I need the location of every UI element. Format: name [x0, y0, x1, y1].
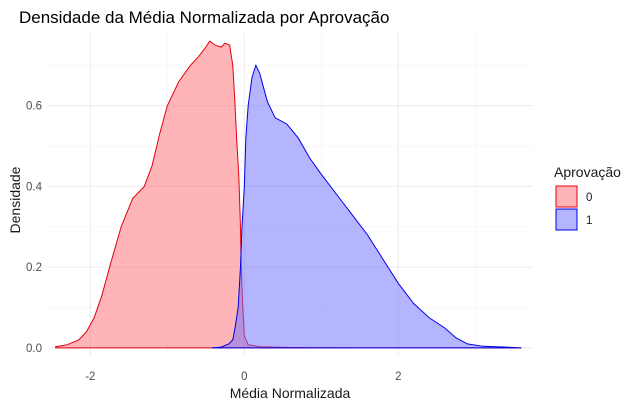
density-areas [55, 40, 522, 349]
y-tick-labels: 0.0 0.2 0.4 0.6 [26, 101, 43, 355]
legend-label-0: 0 [586, 192, 592, 204]
y-axis-title: Densidade [7, 166, 23, 233]
legend-key-0 [555, 185, 578, 208]
y-tick-label: 0.4 [26, 181, 43, 193]
density-area-1 [211, 63, 522, 349]
y-tick-label: 0.2 [26, 262, 42, 274]
x-tick-label: 0 [241, 371, 247, 383]
x-tick-label: -2 [85, 371, 95, 383]
y-tick-label: 0.0 [26, 343, 42, 355]
legend: Aprovação 0 1 [554, 164, 621, 231]
legend-label-1: 1 [586, 215, 592, 227]
legend-title: Aprovação [554, 164, 621, 180]
chart-title: Densidade da Média Normalizada por Aprov… [19, 8, 389, 27]
x-tick-label: 2 [395, 371, 401, 383]
y-tick-label: 0.6 [26, 101, 42, 113]
legend-key-1 [555, 208, 578, 231]
x-axis-title: Média Normalizada [230, 385, 351, 401]
x-tick-labels: -2 0 2 [85, 371, 401, 383]
